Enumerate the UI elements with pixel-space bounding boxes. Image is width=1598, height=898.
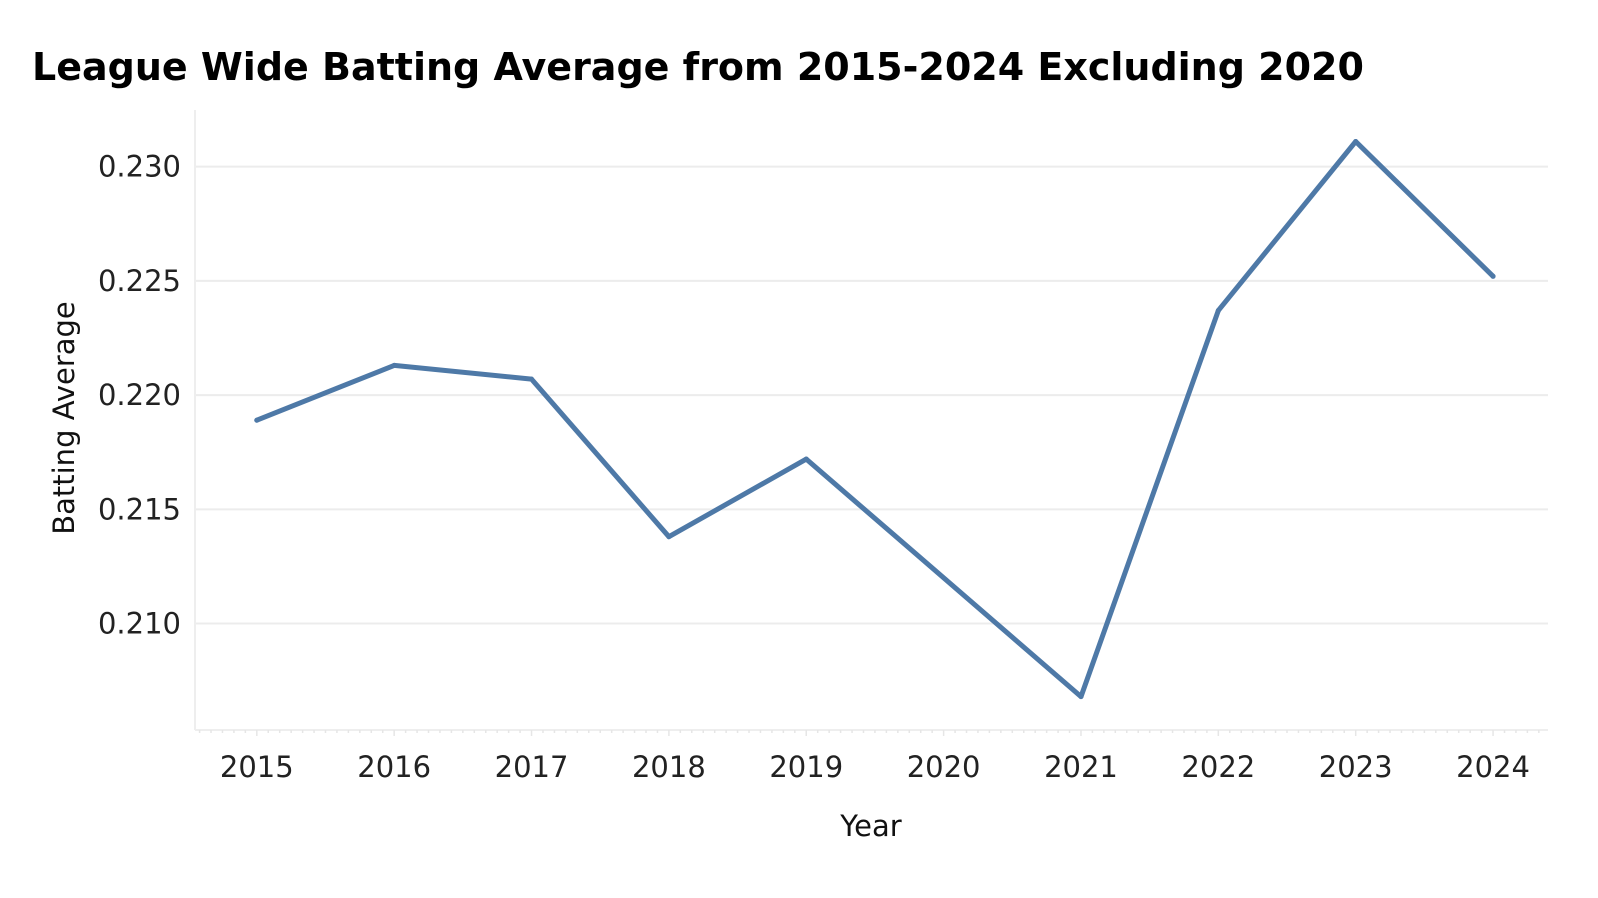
y-tick-label: 0.225 <box>98 264 181 298</box>
data-point <box>391 362 397 368</box>
data-point <box>666 534 672 540</box>
x-tick-label: 2017 <box>495 750 569 784</box>
y-axis-label: Batting Average <box>47 301 81 535</box>
gridlines <box>195 165 1548 625</box>
chart-title: League Wide Batting Average from 2015-20… <box>32 45 1364 89</box>
y-axis-tick-labels: 0.210 0.215 0.220 0.225 0.230 <box>98 150 181 641</box>
data-point <box>1490 273 1496 279</box>
data-point <box>1215 308 1221 314</box>
y-tick-label: 0.220 <box>98 378 181 412</box>
x-axis-tick-labels: 2015 2016 2017 2018 2019 2020 2021 2022 2023 2024 <box>220 750 1530 784</box>
x-tick-label: 2015 <box>220 750 294 784</box>
x-axis-ticks <box>198 730 1540 736</box>
series-layer <box>254 139 1496 700</box>
y-tick-label: 0.230 <box>98 150 181 184</box>
y-tick-label: 0.210 <box>98 607 181 641</box>
data-point <box>529 376 535 382</box>
data-point <box>1078 694 1084 700</box>
y-tick-label: 0.215 <box>98 492 181 526</box>
data-point <box>803 456 809 462</box>
data-point <box>254 417 260 423</box>
data-point <box>1353 139 1359 145</box>
x-tick-label: 2019 <box>769 750 843 784</box>
x-axis-label: Year <box>839 809 901 843</box>
x-tick-label: 2018 <box>632 750 706 784</box>
x-tick-label: 2021 <box>1044 750 1118 784</box>
series-line <box>254 139 1496 700</box>
x-tick-label: 2020 <box>907 750 981 784</box>
x-tick-label: 2016 <box>357 750 431 784</box>
x-tick-label: 2023 <box>1319 750 1393 784</box>
x-tick-label: 2022 <box>1181 750 1255 784</box>
x-tick-label: 2024 <box>1456 750 1530 784</box>
